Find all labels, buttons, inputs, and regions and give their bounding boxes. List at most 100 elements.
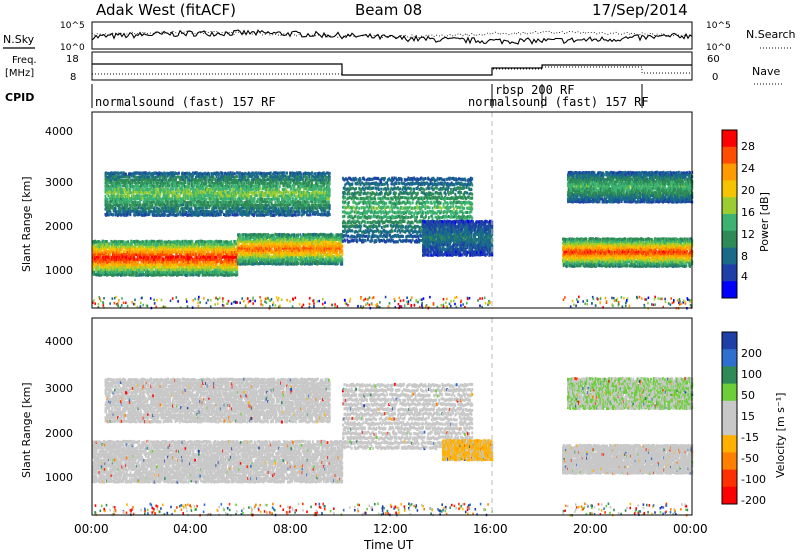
power-cell <box>246 251 249 255</box>
power-cell <box>238 246 241 250</box>
power-cell <box>227 250 230 254</box>
power-cell <box>141 248 144 251</box>
power-cell <box>267 253 270 256</box>
power-cell <box>180 253 183 257</box>
power-cell <box>252 242 255 246</box>
power-cell <box>172 243 175 246</box>
power-cell <box>162 200 165 204</box>
power-cell <box>264 257 267 261</box>
power-cell <box>232 252 235 256</box>
power-cell <box>100 248 102 252</box>
power-cell <box>223 245 225 249</box>
power-cell <box>116 248 119 252</box>
power-cell <box>196 265 199 269</box>
power-cell <box>115 270 118 274</box>
power-cell <box>198 245 200 249</box>
power-cell <box>267 251 270 255</box>
power-cell <box>231 243 233 247</box>
power-cell <box>254 242 257 246</box>
power-cell <box>186 273 189 277</box>
power-cell <box>164 267 166 271</box>
power-cell <box>201 242 204 246</box>
power-cell <box>155 268 158 272</box>
power-heatmap <box>92 170 694 310</box>
power-cell <box>142 260 145 264</box>
power-cell <box>254 233 257 237</box>
power-cell <box>273 236 276 240</box>
power-cell <box>120 270 122 274</box>
power-cell <box>97 262 100 266</box>
power-cell <box>171 273 174 277</box>
power-cell <box>171 265 174 269</box>
power-cell <box>146 268 149 272</box>
power-cell <box>120 261 123 264</box>
power-cell <box>161 245 164 249</box>
power-cell <box>94 245 97 249</box>
power-cell <box>136 260 139 264</box>
power-cell <box>242 248 245 252</box>
power-cell <box>188 182 191 186</box>
power-cell <box>205 243 208 247</box>
power-cell <box>164 213 166 217</box>
power-cell <box>210 273 213 277</box>
power-cell <box>245 260 248 264</box>
power-cell <box>165 273 168 277</box>
power-cell <box>158 266 161 270</box>
power-cell <box>160 255 163 259</box>
power-cell <box>156 240 159 244</box>
power-cell <box>220 258 222 262</box>
power-cell <box>153 206 156 210</box>
power-cell <box>106 240 108 244</box>
power-cell <box>264 239 267 243</box>
power-cell <box>280 248 283 252</box>
power-cell <box>259 239 262 243</box>
power-cell <box>125 242 128 246</box>
power-cell <box>264 242 267 246</box>
power-cell <box>140 256 143 260</box>
power-cell <box>341 262 344 266</box>
power-cell <box>178 240 180 244</box>
power-cell <box>124 263 127 267</box>
power-cell <box>200 268 203 271</box>
power-cell <box>214 250 217 254</box>
power-cell <box>244 237 247 241</box>
power-cell <box>260 253 263 257</box>
power-cell <box>189 240 192 244</box>
power-cell <box>270 246 273 250</box>
power-cell <box>100 272 103 276</box>
power-cell <box>142 270 144 274</box>
power-cell <box>196 250 199 254</box>
power-cell <box>100 251 103 254</box>
power-cell <box>227 263 230 267</box>
cpid-segment-3: normalsound (fast) 157 RF <box>468 95 649 109</box>
frequency-trace <box>92 63 692 76</box>
power-cell <box>148 255 151 259</box>
power-cell <box>173 247 176 251</box>
power-cell <box>106 267 108 271</box>
power-cell <box>139 257 141 261</box>
power-cell <box>153 239 155 243</box>
power-cell <box>120 247 122 251</box>
power-cell <box>98 253 101 257</box>
power-cell <box>196 258 199 261</box>
power-cell <box>147 260 150 264</box>
power-cell <box>92 253 95 257</box>
power-cell <box>182 203 185 207</box>
power-cell <box>249 237 252 241</box>
power-cell <box>171 197 174 201</box>
power-cell <box>234 255 236 259</box>
power-cell <box>103 240 106 244</box>
power-cell <box>106 197 109 201</box>
power-cell <box>123 267 126 271</box>
power-cell <box>230 252 233 256</box>
power-cell <box>185 210 188 214</box>
power-cell <box>97 266 100 270</box>
power-cell <box>239 236 242 239</box>
power-cell <box>93 261 96 264</box>
power-cell <box>150 255 153 259</box>
power-cell <box>117 245 120 249</box>
power-cell <box>185 263 188 267</box>
power-cell <box>175 256 178 259</box>
power-cell <box>281 257 284 261</box>
power-cell <box>159 250 161 254</box>
